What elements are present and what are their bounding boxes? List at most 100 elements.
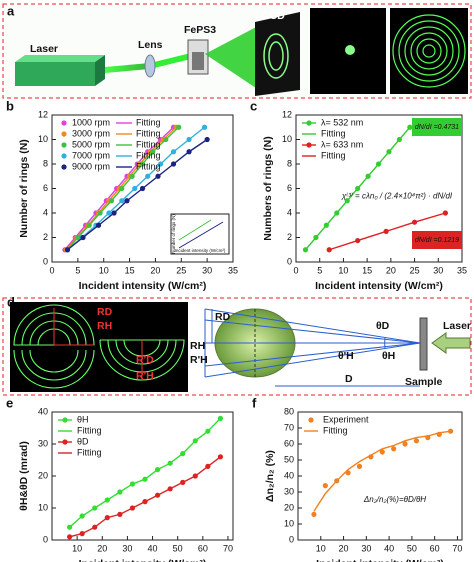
label: RH [190,340,205,352]
inset-y-label: Number of rings (N) [171,214,176,254]
ccd-label: CCD [262,10,285,22]
x-tick-label: 50 [407,543,417,553]
data-point [155,173,161,179]
data-point [104,497,110,503]
data-point [66,524,73,530]
laser-body [15,62,95,86]
lens [144,54,156,78]
data-point [129,505,136,511]
image [390,8,468,94]
data-point [64,247,71,253]
slope-label: dN/dI =0.1219 [415,237,459,244]
label: RH [97,320,112,332]
x-tick-label: 10 [99,265,109,275]
data-point [217,454,224,460]
data-point [167,486,173,492]
ccd [255,12,300,96]
x-axis-label: Incident intensity (W/cm²) [79,558,207,562]
x-tick-label: 25 [410,265,420,275]
data-point [383,228,389,234]
x-tick-label: 70 [223,543,233,553]
label: θD [376,320,390,332]
legend-label: Fitting [136,150,161,160]
legend-label: θD [77,436,89,446]
data-point [79,513,85,519]
panel-letter: f [252,395,257,410]
data-point [167,460,173,466]
data-point [204,136,210,143]
data-point [139,161,146,167]
y-tick-label: 20 [38,470,48,480]
x-tick-label: 15 [125,265,135,275]
inset-x-label: Incident intensity (W/cm²) [175,248,226,253]
spot [345,45,355,55]
data-point [302,247,309,253]
legend-label: θH [77,414,89,424]
lens-label: Lens [138,39,163,51]
data-point [201,124,208,130]
legend-label: λ= 532 nm [321,117,363,127]
data-point [129,481,136,487]
legend-marker [61,131,67,137]
x-tick-label: 60 [198,543,208,553]
data-point [180,451,186,457]
y-tick-label: 6 [287,183,292,193]
data-point [344,198,350,204]
data-point [322,483,328,489]
legend-label: 3000 rpm [72,128,110,138]
y-tick-label: 6 [43,183,48,193]
data-point [119,185,125,192]
y-axis-label: Numbers of rings (N) [262,136,274,240]
legend-label: Fitting [77,425,102,435]
panel-letter: a [7,3,15,18]
label: RD [215,311,231,323]
legend-marker [62,439,68,445]
slope-box [412,118,462,136]
formula: χ⁽³⁾ = cλn₀ / (2.4×10⁴π²) · dN/dI [341,192,453,201]
legend-label: 9000 rpm [72,161,110,171]
ring [263,33,289,79]
legend-marker [61,164,67,170]
legend-label: Fitting [323,425,348,435]
data-point [154,492,161,498]
label: R'H [136,370,154,382]
legend-label: Fitting [77,447,102,457]
beam [150,52,195,69]
legend-label: Fitting [136,139,161,149]
fit-line [67,138,208,251]
data-point [402,441,408,447]
x-tick-label: 10 [338,265,348,275]
geometry [204,308,421,387]
y-tick-label: 30 [38,438,48,448]
data-point [186,136,192,143]
inset-line [178,219,212,241]
laser-side [95,55,105,86]
data-point [95,222,102,228]
fit-line [69,456,221,538]
sample-film [192,52,204,70]
data-point [158,161,164,167]
label: RD [97,306,113,318]
data-point [108,198,115,204]
data-point [311,511,317,517]
x-tick-label: 5 [317,265,322,275]
slope-box [412,231,462,249]
data-point [365,173,371,179]
panel-letter: e [6,395,13,410]
laser-label: Laser [30,43,58,55]
x-tick-label: 20 [150,265,160,275]
beam-cone [205,24,262,92]
data-point [355,237,361,244]
data-point [142,499,148,505]
y-tick-label: 2 [287,232,292,242]
fit-line [313,430,451,512]
data-point [355,185,361,192]
data-point [192,473,198,479]
x-tick-label: 30 [122,543,132,553]
beam [105,63,150,73]
data-point [217,415,224,421]
y-axis-label: θH&θD (mrad) [18,441,30,511]
label: R'D [136,354,154,366]
panel-letter: d [7,294,15,309]
